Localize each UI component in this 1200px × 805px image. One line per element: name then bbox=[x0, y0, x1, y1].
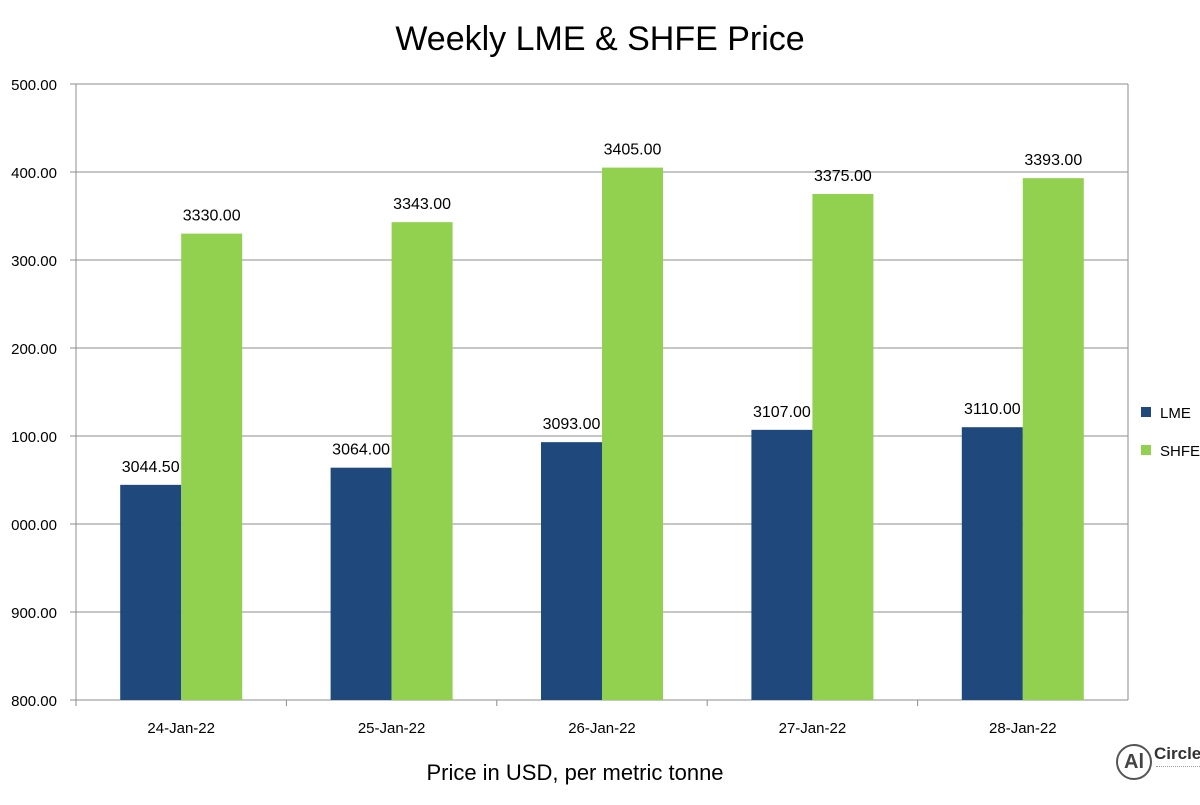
y-tick-label: 500.00 bbox=[11, 77, 57, 94]
y-tick-label: 100.00 bbox=[11, 429, 57, 446]
bar-lme bbox=[120, 484, 182, 700]
y-tick-label: 900.00 bbox=[11, 605, 57, 622]
logo-underline bbox=[1156, 766, 1200, 769]
data-label-shfe: 3393.00 bbox=[1024, 152, 1082, 169]
y-tick-label: 400.00 bbox=[11, 165, 57, 182]
bar-lme bbox=[961, 427, 1023, 700]
legend-swatch-lme bbox=[1141, 407, 1151, 417]
legend-label-shfe: SHFE bbox=[1160, 443, 1200, 460]
y-tick-label: 800.00 bbox=[11, 693, 57, 710]
legend-swatch-shfe bbox=[1141, 445, 1151, 455]
data-label-shfe: 3330.00 bbox=[183, 208, 241, 225]
bar-lme bbox=[541, 442, 602, 700]
data-label-shfe: 3405.00 bbox=[604, 142, 662, 159]
y-tick-label: 200.00 bbox=[11, 341, 57, 358]
x-tick-label: 28-Jan-22 bbox=[989, 720, 1057, 737]
x-tick-label: 27-Jan-22 bbox=[779, 720, 847, 737]
data-label-shfe: 3343.00 bbox=[393, 196, 451, 213]
y-tick-label: 000.00 bbox=[11, 517, 57, 534]
bars bbox=[120, 167, 1084, 701]
x-tick-label: 26-Jan-22 bbox=[568, 720, 636, 737]
x-axis-ticks: 24-Jan-22 25-Jan-22 26-Jan-22 27-Jan-22 28-J… bbox=[75, 700, 1057, 737]
x-axis-label: Price in USD, per metric tonne bbox=[426, 760, 723, 785]
x-tick-label: 24-Jan-22 bbox=[147, 720, 215, 737]
bar-shfe bbox=[181, 233, 243, 700]
data-label-lme: 3064.00 bbox=[332, 442, 390, 459]
y-tick-label: 300.00 bbox=[11, 253, 57, 270]
legend: LME SHFE bbox=[1141, 405, 1200, 460]
data-label-lme: 3093.00 bbox=[543, 416, 601, 433]
bar-shfe bbox=[602, 167, 663, 701]
legend-label-lme: LME bbox=[1160, 405, 1191, 422]
bar-shfe bbox=[391, 222, 453, 700]
data-label-lme: 3044.50 bbox=[122, 459, 180, 476]
logo-text: Circle bbox=[1154, 744, 1200, 763]
data-label-lme: 3110.00 bbox=[964, 401, 1021, 418]
data-label-lme: 3107.00 bbox=[753, 404, 811, 421]
bar-shfe bbox=[1022, 178, 1084, 700]
alcircle-logo: Al Circle bbox=[1112, 738, 1200, 788]
y-axis-ticks: 800.00 900.00 000.00 100.00 200.00 300.00 400.… bbox=[11, 77, 57, 710]
x-tick-label: 25-Jan-22 bbox=[358, 720, 426, 737]
data-labels: 3044.50 3330.00 3064.00 3343.00 3093.00 3405.… bbox=[122, 142, 1083, 476]
data-label-shfe: 3375.00 bbox=[814, 168, 872, 185]
logo-mark: Al bbox=[1116, 744, 1152, 780]
bar-lme bbox=[330, 467, 392, 700]
chart-title: Weekly LME & SHFE Price bbox=[395, 20, 804, 58]
bar-shfe bbox=[812, 194, 874, 700]
bar-lme bbox=[751, 429, 813, 700]
